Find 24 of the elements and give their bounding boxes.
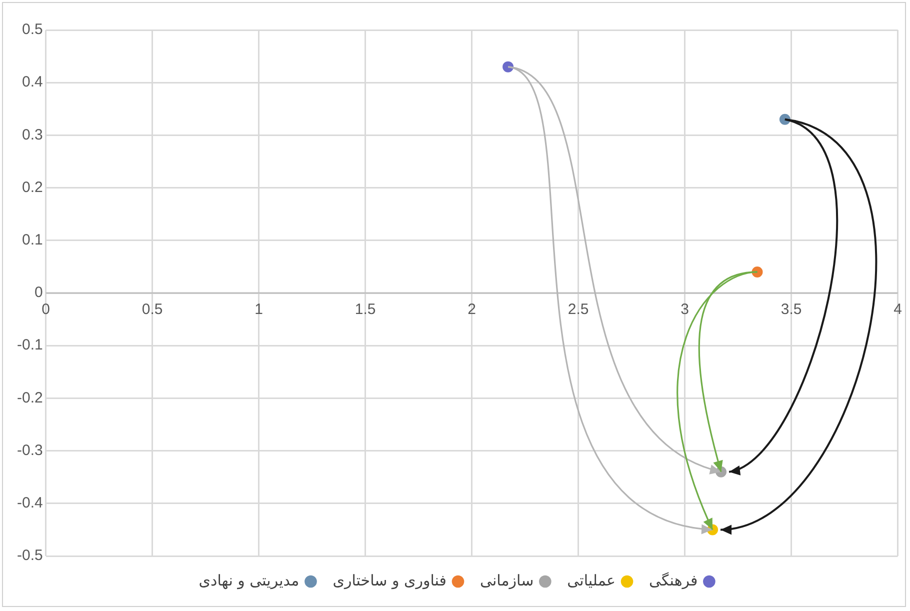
legend-label: فرهنگی bbox=[649, 571, 698, 590]
x-tick-label: 1 bbox=[254, 301, 264, 318]
y-tick-label: -0.5 bbox=[16, 547, 43, 564]
x-tick-label: 3.5 bbox=[780, 301, 802, 318]
x-tick-label: 0.5 bbox=[142, 301, 163, 318]
y-tick-label: -0.1 bbox=[16, 336, 43, 354]
x-tick-label: 4 bbox=[894, 301, 902, 318]
legend-label: سازمانی bbox=[480, 571, 534, 590]
y-tick-label: 0.4 bbox=[22, 74, 43, 91]
x-tick-label: 2 bbox=[468, 301, 476, 318]
y-tick-label: -0.4 bbox=[16, 494, 43, 512]
x-tick-label: 1.5 bbox=[354, 301, 376, 318]
y-tick-label: 0.5 bbox=[22, 21, 43, 38]
y-tick-label: -0.3 bbox=[16, 442, 43, 459]
y-tick-label: 0.1 bbox=[22, 232, 43, 249]
y-tick-label: 0.2 bbox=[22, 178, 43, 196]
y-tick-label: -0.2 bbox=[16, 389, 43, 406]
y-tick-label: 0 bbox=[34, 284, 43, 302]
legend-label: فناوری و ساختاری bbox=[332, 571, 446, 590]
legend-label: مدیریتی و نهادی bbox=[198, 571, 300, 590]
y-tick-label: 0.3 bbox=[22, 126, 43, 144]
x-tick-label: 2.5 bbox=[568, 301, 589, 318]
x-tick-label: 3 bbox=[680, 301, 690, 318]
legend-label: عملیاتی bbox=[567, 571, 616, 590]
